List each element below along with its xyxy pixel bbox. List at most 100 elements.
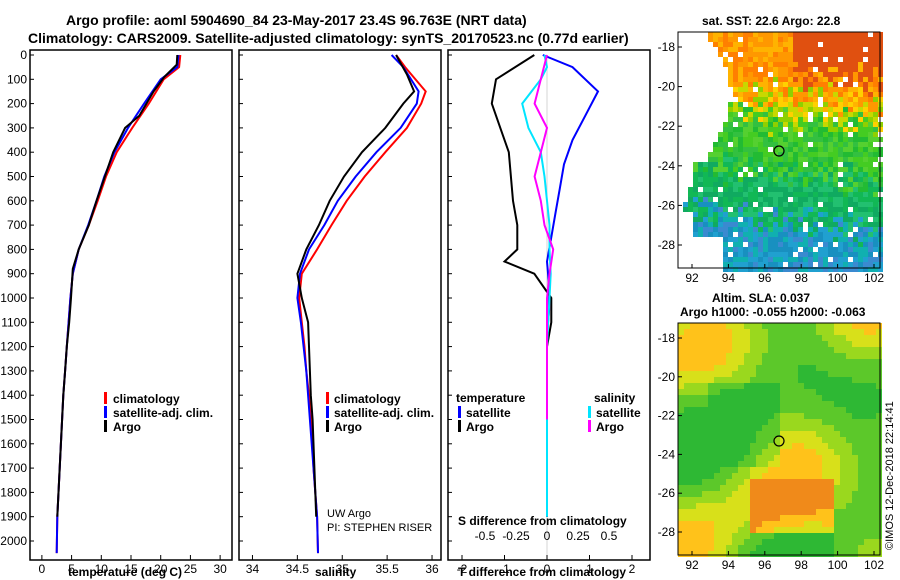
sla-cell xyxy=(696,509,702,515)
sst-cell xyxy=(873,262,878,267)
sla-cell xyxy=(768,479,774,485)
sla-cell xyxy=(714,485,720,491)
sla-cell xyxy=(744,353,750,359)
sst-cell xyxy=(808,147,813,152)
sla-cell xyxy=(750,521,756,527)
sla-cell xyxy=(756,377,762,383)
sla-cell xyxy=(726,431,732,437)
sla-cell xyxy=(792,521,798,527)
sla-cell xyxy=(732,395,738,401)
sst-cell xyxy=(763,87,768,92)
sst-cell xyxy=(753,197,758,202)
sst-cell xyxy=(848,262,853,267)
sla-cell xyxy=(828,515,834,521)
sla-cell xyxy=(858,551,864,557)
sla-cell xyxy=(744,335,750,341)
sla-cell xyxy=(738,401,744,407)
sst-cell xyxy=(873,172,878,177)
sla-cell xyxy=(846,365,852,371)
sst-cell xyxy=(833,247,838,252)
sla-cell xyxy=(774,539,780,545)
sla-cell xyxy=(768,389,774,395)
sla-cell xyxy=(726,335,732,341)
sst-cell xyxy=(783,227,788,232)
sla-cell xyxy=(762,353,768,359)
sst-cell xyxy=(803,112,808,117)
sla-cell xyxy=(840,455,846,461)
sst-cell xyxy=(843,262,848,267)
sst-cell xyxy=(873,137,878,142)
sst-cell xyxy=(773,132,778,137)
sla-cell xyxy=(876,509,882,515)
sst-cell xyxy=(753,232,758,237)
sla-cell xyxy=(726,449,732,455)
sst-cell xyxy=(793,62,798,67)
sst-cell xyxy=(768,197,773,202)
sst-cell xyxy=(788,112,793,117)
sla-cell xyxy=(876,419,882,425)
sla-cell xyxy=(846,377,852,383)
sst-cell xyxy=(788,167,793,172)
sla-cell xyxy=(720,389,726,395)
sst-cell xyxy=(688,192,693,197)
sst-cell xyxy=(823,267,828,272)
sla-cell xyxy=(804,473,810,479)
sla-cell xyxy=(822,365,828,371)
sla-cell xyxy=(702,479,708,485)
sla-cell xyxy=(780,359,786,365)
sst-cell xyxy=(783,217,788,222)
x-tick-label: 25 xyxy=(184,562,198,576)
sst-cell xyxy=(773,157,778,162)
map-y-tick-label: -28 xyxy=(658,238,676,252)
sla-cell xyxy=(690,551,696,557)
sst-cell xyxy=(823,237,828,242)
sla-cell xyxy=(750,365,756,371)
sst-cell xyxy=(778,172,783,177)
sst-cell xyxy=(858,107,863,112)
sst-cell xyxy=(828,102,833,107)
sla-cell xyxy=(858,389,864,395)
sst-cell xyxy=(718,212,723,217)
sst-cell xyxy=(728,182,733,187)
sst-cell xyxy=(808,212,813,217)
sst-cell xyxy=(868,242,873,247)
sla-cell xyxy=(786,365,792,371)
map-x-tick-label: 96 xyxy=(758,271,772,285)
sla-cell xyxy=(744,419,750,425)
sst-cell xyxy=(828,267,833,272)
sst-cell xyxy=(848,82,853,87)
sst-cell xyxy=(713,177,718,182)
sla-cell xyxy=(804,419,810,425)
sst-cell xyxy=(723,262,728,267)
sla-cell xyxy=(846,467,852,473)
sst-cell xyxy=(868,147,873,152)
sla-cell xyxy=(684,431,690,437)
sst-cell xyxy=(713,147,718,152)
sst-cell xyxy=(693,182,698,187)
sst-cell xyxy=(818,182,823,187)
sst-cell xyxy=(708,227,713,232)
sst-cell xyxy=(868,162,873,167)
sla-cell xyxy=(804,365,810,371)
sla-cell xyxy=(840,407,846,413)
sst-cell xyxy=(763,62,768,67)
sla-cell xyxy=(792,365,798,371)
sst-cell xyxy=(783,162,788,167)
sst-cell xyxy=(698,207,703,212)
sst-cell xyxy=(848,177,853,182)
sla-cell xyxy=(702,461,708,467)
sst-cell xyxy=(733,52,738,57)
sst-cell xyxy=(818,162,823,167)
sst-cell xyxy=(788,62,793,67)
sla-cell xyxy=(834,329,840,335)
sla-cell xyxy=(780,533,786,539)
sst-cell xyxy=(773,172,778,177)
sst-cell xyxy=(833,197,838,202)
sst-cell xyxy=(758,117,763,122)
sla-cell xyxy=(738,353,744,359)
sla-cell xyxy=(864,497,870,503)
sla-cell xyxy=(876,467,882,473)
sla-cell xyxy=(750,533,756,539)
legend-title-salinity: salinity xyxy=(594,391,636,405)
sla-cell xyxy=(870,449,876,455)
